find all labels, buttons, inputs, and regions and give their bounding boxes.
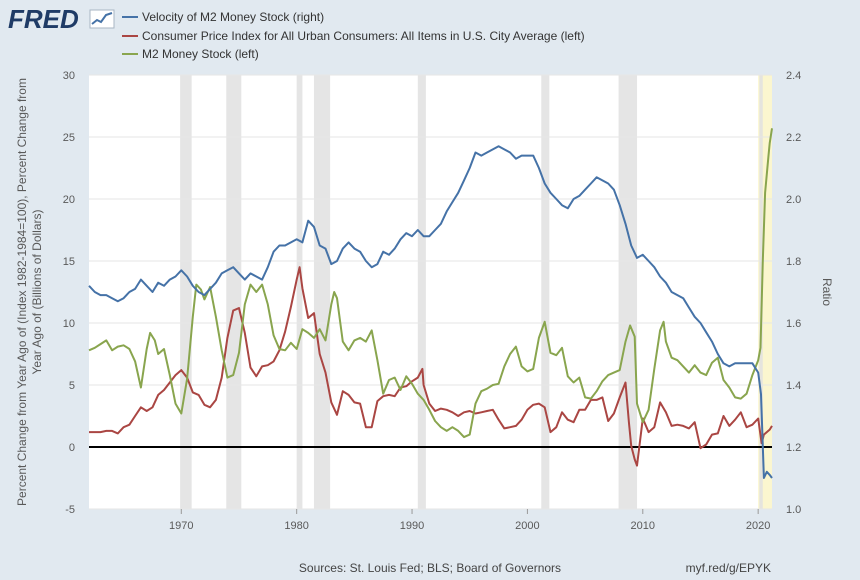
x-tick-label: 2000: [515, 520, 539, 532]
left-tick-label: -5: [65, 504, 75, 516]
series-layer: [88, 128, 773, 479]
right-tick-label: 1.0: [786, 504, 801, 516]
right-tick-label: 1.2: [786, 442, 801, 454]
legend-item-velocity[interactable]: Velocity of M2 Money Stock (right): [122, 10, 324, 24]
gridlines: [89, 74, 772, 510]
footer-sources: Sources: St. Louis Fed; BLS; Board of Go…: [299, 561, 561, 575]
legend-item-cpi[interactable]: Consumer Price Index for All Urban Consu…: [122, 29, 585, 43]
left-tick-label: 10: [63, 318, 75, 330]
recession-bar-2: [296, 75, 303, 509]
fred-logo-graph-icon: [89, 9, 115, 29]
recession-bar-6: [618, 75, 638, 509]
left-axis-title-line2: Year Ago of (Billions of Dollars): [30, 210, 44, 375]
right-tick-label: 2.2: [786, 132, 801, 144]
fred-logo-text: FRED: [8, 4, 79, 34]
x-axis: 1970 1980 1990 2000 2010 2020: [169, 509, 770, 532]
right-axis: 1.0 1.2 1.4 1.6 1.8 2.0 2.2 2.4: [786, 70, 801, 516]
legend-label-m2: M2 Money Stock (left): [142, 47, 259, 61]
x-tick-label: 2010: [631, 520, 655, 532]
right-tick-label: 2.4: [786, 70, 801, 82]
right-tick-label: 1.8: [786, 256, 801, 268]
x-tick-label: 1970: [169, 520, 193, 532]
x-tick-label: 2020: [746, 520, 770, 532]
x-tick-label: 1980: [284, 520, 308, 532]
recession-bar-3: [313, 75, 331, 509]
recession-bar-1: [226, 75, 242, 509]
legend-label-cpi: Consumer Price Index for All Urban Consu…: [142, 29, 585, 43]
legend-item-m2[interactable]: M2 Money Stock (left): [122, 47, 259, 61]
legend-label-velocity: Velocity of M2 Money Stock (right): [142, 10, 324, 24]
left-tick-label: 0: [69, 442, 75, 454]
right-tick-label: 2.0: [786, 194, 801, 206]
recession-bar-0: [180, 75, 192, 509]
left-tick-label: 25: [63, 132, 75, 144]
right-tick-label: 1.4: [786, 380, 801, 392]
recession-shading: [180, 75, 763, 509]
left-tick-label: 20: [63, 194, 75, 206]
left-axis-title-line1: Percent Change from Year Ago of (Index 1…: [15, 78, 29, 506]
series-line-m2: [88, 128, 773, 439]
series-line-velocity: [88, 145, 773, 479]
recession-bar-4: [417, 75, 426, 509]
fred-logo[interactable]: FRED: [8, 4, 115, 34]
recession-bar-5: [541, 75, 550, 509]
series-line-cpi: [89, 266, 773, 467]
x-tick-label: 1990: [400, 520, 424, 532]
right-axis-title: Ratio: [820, 278, 834, 306]
left-tick-label: 30: [63, 70, 75, 82]
right-tick-label: 1.6: [786, 318, 801, 330]
footer-link[interactable]: myf.red/g/EPYK: [686, 561, 771, 575]
legend: Velocity of M2 Money Stock (right) Consu…: [122, 10, 585, 61]
left-tick-label: 15: [63, 256, 75, 268]
left-axis: -5 0 5 10 15 20 25 30: [63, 70, 75, 516]
left-tick-label: 5: [69, 380, 75, 392]
